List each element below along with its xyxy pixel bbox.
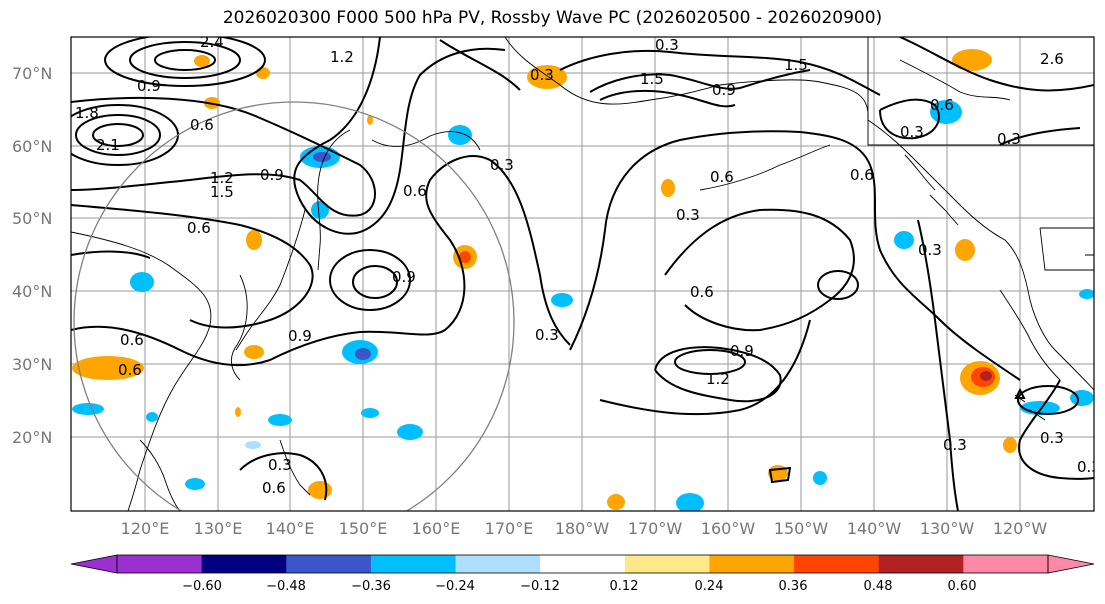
contour-label: 0.3 [1040, 429, 1064, 447]
contour-label: 0.3 [918, 241, 942, 259]
lat-label: 30°N [12, 355, 52, 374]
lat-label: 20°N [12, 428, 52, 447]
lon-label: 170°W [628, 519, 683, 538]
lon-label: 130°W [920, 519, 975, 538]
colorbar-tick-label: 0.36 [779, 579, 808, 594]
contour-label: 0.9 [137, 77, 161, 95]
lon-label: 140°W [847, 519, 902, 538]
colorbar-swatch [370, 555, 457, 573]
contour-label: 0.6 [403, 182, 427, 200]
lon-label: 150°W [774, 519, 829, 538]
contour-label: 0.3 [900, 123, 924, 141]
colorbar-swatch [540, 555, 626, 573]
contour-label: 2.4 [200, 33, 224, 51]
contour-label: 2.1 [96, 136, 120, 154]
contour-label: 1.5 [640, 70, 664, 88]
coastlines [71, 37, 1094, 511]
colorbar-swatch [117, 555, 203, 573]
contour-label: 1.8 [75, 104, 99, 122]
lon-label: 170°E [485, 519, 534, 538]
rossby-wave-pc-fill [72, 49, 1094, 511]
colorbar-swatch [624, 555, 710, 573]
lon-label: 180°W [555, 519, 610, 538]
lat-label: 60°N [12, 137, 52, 156]
contour-label: 0.6 [262, 479, 286, 497]
contour-label: 1.2 [330, 48, 354, 66]
colorbar-tick-label: 0.24 [695, 579, 724, 594]
lat-label: 40°N [12, 282, 52, 301]
contour-label: 0.6 [118, 361, 142, 379]
colorbar-tick-label: −0.12 [520, 579, 560, 594]
colorbar-swatch [201, 555, 287, 573]
colorbar-swatch [878, 555, 964, 573]
contour-label: 0.6 [710, 168, 734, 186]
contour-label: 0.3 [943, 436, 967, 454]
colorbar-swatches [70, 554, 1095, 574]
contour-label: 0.6 [120, 331, 144, 349]
colorbar-swatch [709, 555, 795, 573]
contour-label: 0.9 [392, 268, 416, 286]
lon-label: 120°E [121, 519, 170, 538]
colorbar-swatch [794, 555, 880, 573]
colorbar-tick-labels: −0.60 −0.48 −0.36 −0.24 −0.12 0.12 0.24 … [182, 579, 976, 594]
contour-label: 0.3 [268, 456, 292, 474]
contour-label: 0.6 [850, 166, 874, 184]
contour-label: 0.9 [288, 327, 312, 345]
colorbar-extend-min [70, 554, 118, 574]
colorbar-extend-max [1047, 554, 1095, 574]
contour-label: 0.6 [690, 283, 714, 301]
contour-label: 0.3 [490, 156, 514, 174]
lat-label: 70°N [12, 64, 52, 83]
lon-label: 120°W [993, 519, 1048, 538]
colorbar-tick-label: 0.60 [948, 579, 977, 594]
contour-label: 0.9 [730, 342, 754, 360]
colorbar: −0.60 −0.48 −0.36 −0.24 −0.12 0.12 0.24 … [70, 554, 1095, 594]
contour-label: 0.9 [260, 166, 284, 184]
longitude-labels: 120°E 130°E 140°E 150°E 160°E 170°E 180°… [121, 519, 1048, 538]
contour-label: 0.9 [712, 81, 736, 99]
contour-labels: 0.3 0.9 1.8 0.6 1.2 1.5 0.9 1.2 1.5 1.5 … [75, 33, 1101, 497]
map-title: 2026020300 F000 500 hPa PV, Rossby Wave … [222, 8, 883, 28]
colorbar-tick-label: −0.24 [435, 579, 475, 594]
map-border [70, 36, 1095, 512]
contour-label: 1.2 [210, 169, 234, 187]
lon-label: 140°E [266, 519, 315, 538]
colorbar-tick-label: 0.12 [610, 579, 639, 594]
contour-label: 0.3 [997, 130, 1021, 148]
contour-label: 0.3 [530, 66, 554, 84]
contour-label: 0.3 [655, 36, 679, 54]
colorbar-swatch [455, 555, 541, 573]
contour-label: 0.6 [190, 116, 214, 134]
contour-label: 1.2 [706, 370, 730, 388]
lon-label: 160°W [701, 519, 756, 538]
colorbar-tick-label: −0.48 [266, 579, 306, 594]
reference-circle [73, 101, 515, 511]
lon-label: 130°E [194, 519, 243, 538]
contour-label: 0.3 [1077, 458, 1101, 476]
colorbar-tick-label: −0.36 [351, 579, 391, 594]
lon-label: 160°E [412, 519, 461, 538]
contour-label: 1.5 [210, 183, 234, 201]
lat-label: 50°N [12, 209, 52, 228]
contour-label: 0.6 [187, 219, 211, 237]
contour-label: 0.3 [535, 326, 559, 344]
colorbar-tick-label: −0.60 [182, 579, 222, 594]
colorbar-swatch [963, 555, 1049, 573]
contour-label: 0.3 [676, 206, 700, 224]
contour-label: 1.5 [784, 56, 808, 74]
colorbar-swatch [286, 555, 372, 573]
colorbar-tick-label: 0.48 [864, 579, 893, 594]
lon-label: 150°E [339, 519, 388, 538]
colorbar-border [116, 554, 1049, 574]
contour-label: 2.6 [1040, 50, 1064, 68]
latitude-labels: 70°N 60°N 50°N 40°N 30°N 20°N [12, 64, 52, 447]
contour-label: 0.6 [930, 96, 954, 114]
